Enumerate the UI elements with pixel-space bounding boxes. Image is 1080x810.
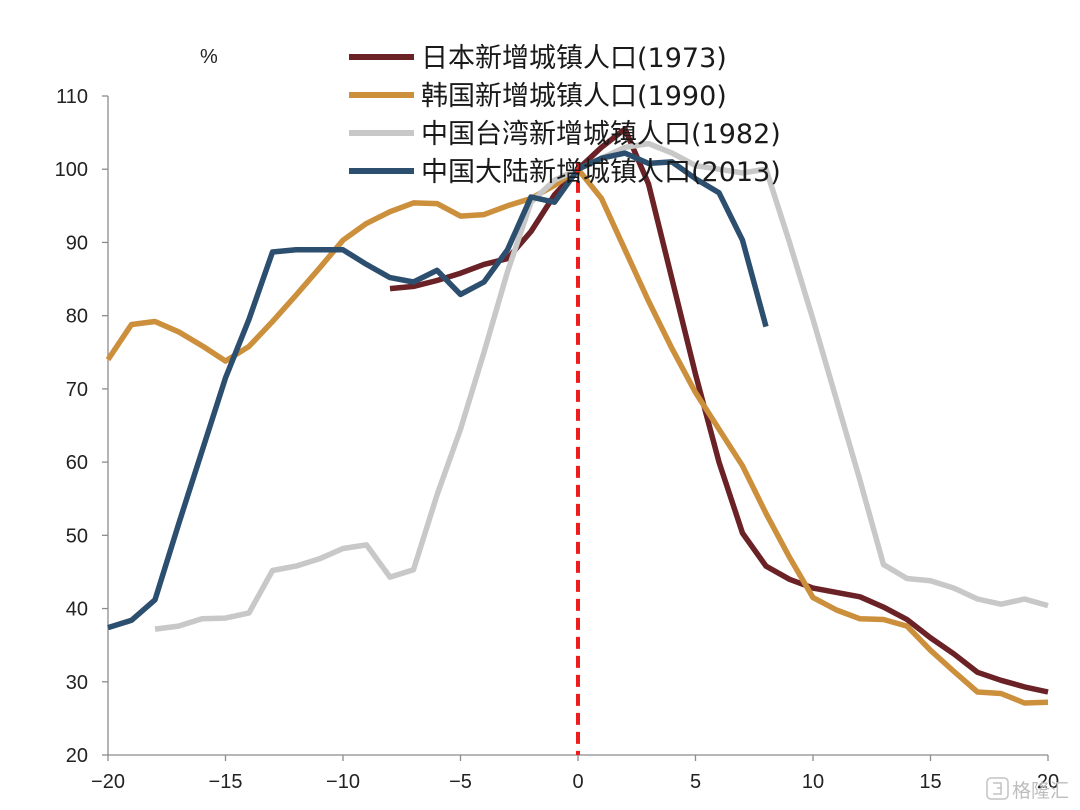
y-tick-label: 70 (66, 379, 88, 401)
x-tick-label: −20 (91, 771, 125, 793)
x-tick-label: −5 (449, 771, 472, 793)
glh-logo-icon (986, 777, 1009, 800)
series-line-4 (107, 150, 769, 631)
legend-item: 中国大陆新增城镇人口(2013) (349, 157, 781, 188)
x-tick-label: −15 (209, 771, 243, 793)
legend-item: 日本新增城镇人口(1973) (349, 43, 727, 74)
legend-label: 韩国新增城镇人口(1990) (421, 81, 727, 112)
y-tick-label: 40 (66, 599, 88, 621)
watermark: 格隆汇 (986, 777, 1069, 802)
legend-item: 韩国新增城镇人口(1990) (349, 81, 727, 112)
y-axis-unit-label: % (200, 46, 218, 68)
x-tick-label: 15 (919, 771, 941, 793)
y-tick-label: 90 (66, 232, 88, 254)
x-axis-ticks: −20 −15 −10 −5 0 5 10 15 20 (91, 755, 1059, 793)
y-tick-label: 100 (55, 159, 88, 181)
x-tick-label: 20 (1037, 771, 1059, 793)
x-tick-label: 5 (690, 771, 701, 793)
x-tick-label: 0 (572, 771, 583, 793)
y-tick-label: 60 (66, 452, 88, 474)
y-tick-label: 20 (66, 745, 88, 767)
y-tick-label: 30 (66, 672, 88, 694)
x-tick-label: −10 (326, 771, 360, 793)
y-tick-label: 80 (66, 306, 88, 328)
legend-item: 中国台湾新增城镇人口(1982) (349, 119, 781, 150)
y-axis-ticks: 20 30 40 50 60 70 80 90 100 110 (55, 86, 108, 767)
x-tick-label: 10 (802, 771, 824, 793)
watermark-text: 格隆汇 (1012, 780, 1069, 802)
legend-label: 中国台湾新增城镇人口(1982) (421, 119, 781, 150)
y-tick-label: 50 (66, 525, 88, 547)
legend: 日本新增城镇人口(1973) 韩国新增城镇人口(1990) 中国台湾新增城镇人口(1… (349, 43, 781, 188)
legend-label: 中国大陆新增城镇人口(2013) (421, 157, 781, 188)
y-tick-label: 110 (56, 86, 88, 108)
legend-label: 日本新增城镇人口(1973) (421, 43, 727, 74)
